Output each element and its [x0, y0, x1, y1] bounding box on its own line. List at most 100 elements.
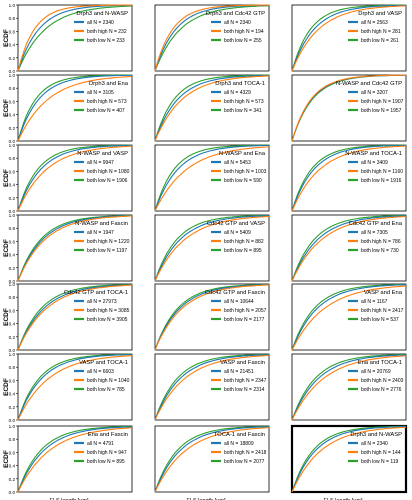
panel-title: Cdc42 GTP and VASP: [207, 221, 265, 227]
ecdf-panel-20: TOCA-1 and Fascin all N = 18809 both high …: [154, 425, 270, 500]
y-tick-label: 0.2: [9, 196, 16, 201]
y-tick-label: 0.4: [9, 43, 16, 48]
legend-label: all N = 2340: [87, 20, 114, 26]
ecdf-line-both-high: [291, 74, 406, 142]
y-tick-label: 0.6: [9, 308, 16, 313]
ecdf-line-both-high: [291, 355, 407, 421]
panel-title: VASP and TOCA-1: [79, 360, 128, 366]
legend-label: all N = 1947: [87, 230, 114, 236]
panel-title: TOCA-1 and Fascin: [214, 432, 265, 438]
legend-label: both low N = 2177: [224, 317, 265, 323]
y-tick-label: 0.6: [9, 378, 16, 383]
ecdf-line-both-high: [154, 215, 270, 282]
legend-label: both high N = 1080: [87, 169, 130, 175]
y-tick-label: 0.2: [9, 56, 16, 61]
legend-label: both low N = 1197: [87, 248, 127, 254]
legend-label: both high N = 2057: [224, 308, 267, 314]
y-axis-label: ECDF: [3, 29, 10, 47]
ecdf-panel-3: Drph3 and VASP all N = 2563 both high N = …: [291, 4, 407, 72]
ecdf-line-all: [17, 426, 133, 493]
ecdf-line-both-high: [291, 285, 407, 351]
ecdf-line-all: [291, 354, 407, 421]
ecdf-line-both-high: [154, 4, 269, 72]
legend-label: all N = 2340: [224, 20, 251, 26]
legend-label: both high N = 2417: [361, 308, 404, 314]
legend-label: both high N = 144: [361, 450, 401, 456]
ecdf-panel-7: 0.0 0.2 0.4 0.6 0.8 1.0 ECDF N-WASP and VASP all…: [3, 143, 133, 214]
legend-label: all N = 2340: [361, 441, 388, 447]
panel-frame: [291, 214, 407, 282]
y-tick-label: 0.0: [9, 139, 16, 144]
ecdf-line-both-low: [17, 283, 133, 351]
y-tick-label: 0.0: [9, 209, 16, 214]
y-tick-label: 0.2: [9, 405, 16, 410]
legend-label: both high N = 573: [224, 99, 264, 105]
x-axis-label: FLS length [μm]: [50, 498, 89, 500]
ecdf-line-all: [154, 215, 270, 282]
legend-label: both high N = 281: [361, 29, 401, 35]
ecdf-line-both-high: [17, 75, 133, 142]
legend-label: both high N = 2403: [361, 378, 404, 384]
legend-label: both high N = 1220: [87, 239, 130, 245]
y-tick-label: 0.8: [9, 437, 16, 442]
ecdf-panel-4: 0.0 0.2 0.4 0.6 0.8 1.0 ECDF Drph3 and Ena all N…: [3, 73, 133, 144]
y-tick-label: 0.2: [9, 335, 16, 340]
legend-label: all N = 27973: [87, 299, 117, 305]
legend-label: all N = 4791: [87, 441, 114, 447]
panel-title: Drph3 and TOCA-1: [215, 81, 265, 87]
panel-frame: [154, 283, 270, 351]
panel-frame: [154, 214, 270, 282]
panel-title: VASP and Fascin: [220, 360, 265, 366]
legend-label: both high N = 1907: [361, 99, 404, 105]
ecdf-line-both-high: [17, 215, 133, 282]
legend-label: both low N = 3905: [87, 317, 128, 323]
y-tick-label: 0.0: [9, 490, 16, 495]
y-tick-label: 1.0: [9, 143, 16, 148]
legend-label: both low N = 1906: [87, 178, 128, 184]
legend-label: all N = 18809: [224, 441, 254, 447]
panel-title: Drph3 and VASP: [358, 11, 402, 17]
panel-title: N-WASP and Fascin: [75, 221, 128, 227]
ecdf-panel-19: 0.0 0.2 0.4 0.6 0.8 1.0 ECDF Ena and Fascin all …: [3, 424, 133, 500]
panel-frame: [17, 214, 133, 282]
legend-label: both high N = 2418: [224, 450, 267, 456]
legend-label: both high N = 232: [87, 29, 127, 35]
panel-frame: [290, 424, 408, 494]
panel-frame: [17, 283, 133, 351]
ecdf-line-all: [17, 215, 132, 282]
legend-label: both low N = 590: [224, 178, 262, 184]
panel-frame: [154, 74, 270, 142]
panel-frame: [17, 353, 133, 421]
ecdf-panel-2: Drph3 and Cdc42 GTP all N = 2340 both high…: [154, 4, 270, 72]
panel-title: Drph3 and Cdc42 GTP: [206, 11, 265, 17]
ecdf-line-both-high: [291, 145, 407, 212]
legend-label: both high N = 1003: [224, 169, 267, 175]
ecdf-line-both-high: [291, 426, 407, 493]
panel-title: Drph3 and Ena: [89, 81, 129, 87]
panel-frame: [291, 353, 407, 421]
panel-frame: [17, 144, 133, 212]
y-tick-label: 0.2: [9, 266, 16, 271]
ecdf-line-all: [17, 74, 132, 142]
ecdf-line-all: [17, 144, 133, 212]
ecdf-line-both-high: [291, 5, 407, 72]
ecdf-line-both-high: [154, 354, 270, 421]
y-axis-label: ECDF: [3, 239, 10, 257]
panel-frame: [291, 283, 407, 351]
legend-label: both low N = 341: [224, 108, 262, 114]
legend-label: all N = 4329: [224, 90, 251, 96]
legend-label: both high N = 1040: [87, 378, 130, 384]
ecdf-line-both-high: [17, 427, 133, 493]
panel-title: N-WASP and Ena: [219, 151, 266, 157]
legend-label: both low N = 895: [87, 459, 125, 465]
legend-label: both low N = 730: [361, 248, 399, 254]
ecdf-line-all: [291, 144, 406, 212]
panel-title: Cdc42 GTP and Ena: [349, 221, 403, 227]
y-tick-label: 0.8: [9, 156, 16, 161]
panel-title: Ena and TOCA-1: [358, 360, 402, 366]
legend-label: both high N = 1160: [361, 169, 403, 175]
legend-label: both low N = 119: [361, 459, 399, 465]
y-tick-label: 1.0: [9, 424, 16, 429]
y-tick-label: 0.0: [9, 348, 16, 353]
